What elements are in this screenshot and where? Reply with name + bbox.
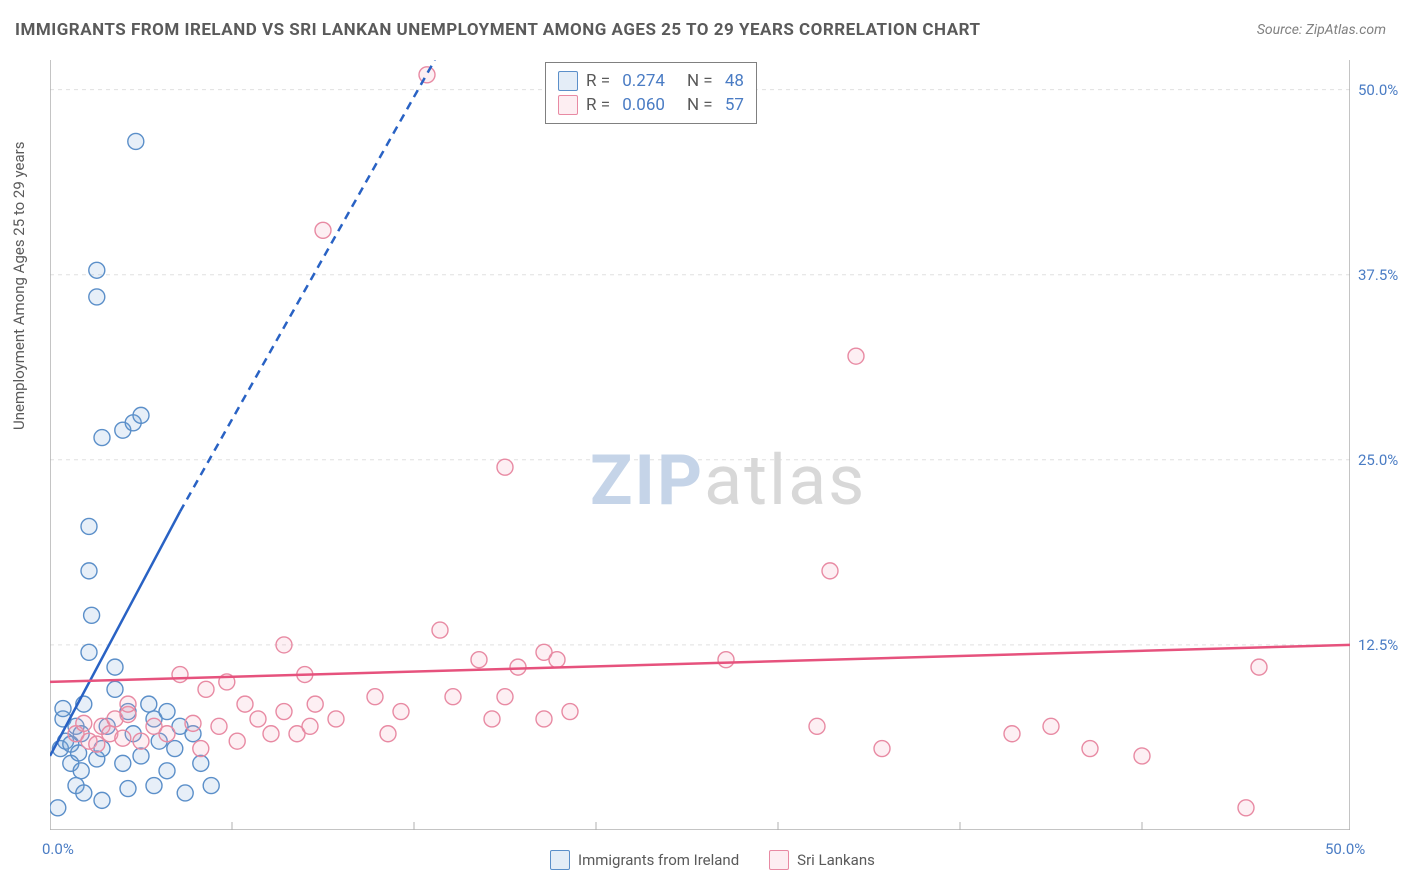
series-legend-item: Immigrants from Ireland [550, 850, 739, 870]
legend-swatch [558, 71, 578, 91]
series-legend-item: Sri Lankans [769, 850, 875, 870]
legend-n-label: N = [687, 95, 717, 115]
plot-area: ZIPatlas R = 0.274N = 48R = 0.060N = 57 … [50, 60, 1350, 830]
scatter-chart [50, 60, 1350, 830]
legend-swatch [769, 850, 789, 870]
legend-r-value: 0.060 [622, 95, 665, 115]
series-name: Sri Lankans [797, 851, 875, 869]
chart-title: IMMIGRANTS FROM IRELAND VS SRI LANKAN UN… [15, 20, 981, 40]
legend-n-value: 57 [725, 95, 744, 115]
series-legend: Immigrants from Ireland Sri Lankans [550, 850, 875, 870]
source-label: Source: ZipAtlas.com [1257, 22, 1386, 38]
stats-legend-row: R = 0.060 N = 57 [558, 93, 744, 117]
legend-swatch [558, 95, 578, 115]
x-min-label: 0.0% [42, 840, 74, 858]
legend-n-value: 48 [725, 71, 744, 91]
y-tick-label: 25.0% [1358, 451, 1398, 469]
legend-r-value: 0.274 [622, 71, 665, 91]
legend-n-label: N = [687, 71, 717, 91]
series-name: Immigrants from Ireland [578, 851, 739, 869]
y-tick-label: 12.5% [1358, 636, 1398, 654]
stats-legend: R = 0.274 N = 48 R = 0.060 N = 57 [545, 62, 757, 124]
stats-legend-row: R = 0.274 N = 48 [558, 69, 744, 93]
legend-r-label: R = [586, 95, 614, 115]
x-max-label: 50.0% [1325, 840, 1365, 858]
y-tick-label: 50.0% [1358, 81, 1398, 99]
y-tick-label: 37.5% [1358, 266, 1398, 284]
legend-r-label: R = [586, 71, 614, 91]
legend-swatch [550, 850, 570, 870]
y-axis-label: Unemployment Among Ages 25 to 29 years [10, 142, 28, 430]
